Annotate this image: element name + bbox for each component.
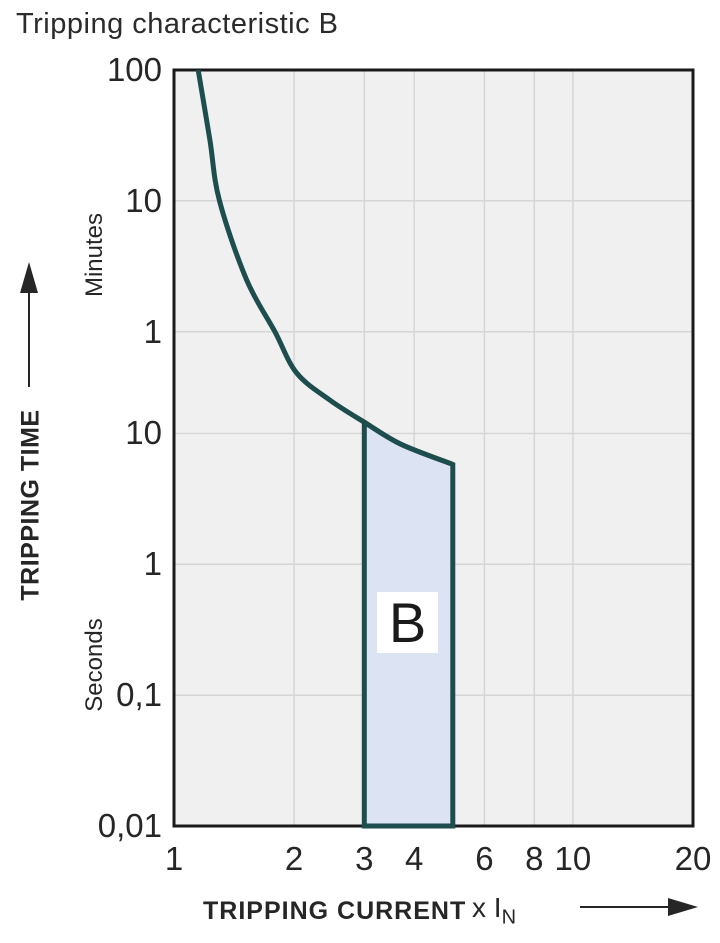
x-tick-label: 10 (554, 840, 592, 877)
y-tick-label: 1 (143, 312, 162, 350)
up-arrow-icon (20, 262, 38, 387)
y-tick-label: 1 (143, 545, 162, 583)
y-tick-label: 0,1 (116, 675, 162, 713)
x-tick-label: 3 (355, 840, 374, 877)
page-title: Tripping characteristic B (16, 8, 339, 40)
x-tick-label: 2 (284, 840, 304, 877)
y-tick-label: 10 (125, 414, 162, 452)
band-label: B (388, 590, 427, 654)
y-axis-title: TRIPPING TIME (16, 409, 45, 601)
y-tick-label: 0,01 (97, 806, 162, 844)
y-tick-label: 100 (106, 50, 162, 88)
trip-curve (195, 69, 454, 467)
x-axis-unit: x IN (472, 892, 517, 929)
x-tick-label: 8 (525, 840, 544, 877)
x-axis-unit-subscript: N (501, 906, 517, 929)
x-tick-label: 4 (404, 840, 424, 877)
x-tick-label: 6 (475, 840, 494, 877)
right-arrow-icon (580, 898, 698, 916)
x-axis-title: TRIPPING CURRENT (203, 897, 467, 925)
band-label-box: B (377, 592, 438, 653)
y-tick-label: 10 (125, 181, 162, 219)
x-tick-label: 20 (674, 840, 712, 877)
y-axis-unit-minutes: Minutes (81, 212, 108, 298)
y-axis-unit-seconds: Seconds (81, 618, 108, 712)
x-tick-label: 1 (164, 840, 184, 877)
